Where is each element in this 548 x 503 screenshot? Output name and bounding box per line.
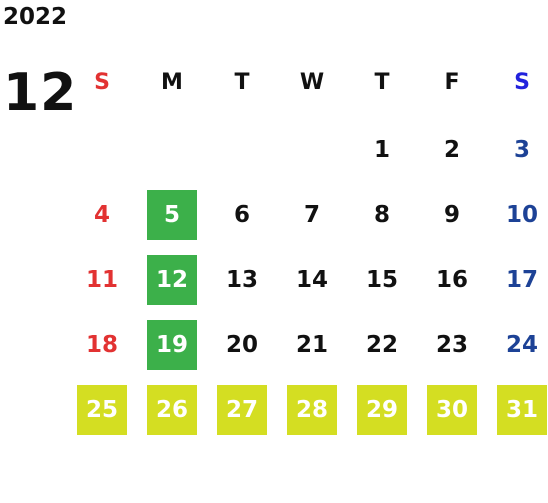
day-cell: 16 [435,267,468,293]
weekday-monday: M [161,69,183,95]
day-cell: 8 [373,202,390,228]
year-label: 2022 [3,4,68,30]
day-cell: 6 [233,202,250,228]
weekday-tuesday: T [234,69,250,95]
day-cell-highlighted: 19 [147,320,197,370]
day-cell: 2 [443,137,460,163]
day-cell-holiday: 31 [497,385,547,435]
day-cell: 21 [295,332,328,358]
day-cell-holiday: 28 [287,385,337,435]
day-cell-holiday: 27 [217,385,267,435]
day-cell: 13 [225,267,258,293]
weekday-saturday: S [514,69,530,95]
day-cell-holiday: 30 [427,385,477,435]
day-cell [217,125,267,175]
day-cell [77,125,127,175]
weekday-wednesday: W [299,69,325,95]
weekday-thursday: T [374,69,390,95]
day-cell: 7 [303,202,320,228]
day-cell [147,125,197,175]
day-cell: 17 [505,267,538,293]
day-cell: 9 [443,202,460,228]
day-cell-holiday: 25 [77,385,127,435]
day-cell: 3 [513,137,530,163]
day-cell: 24 [505,332,538,358]
weekday-friday: F [444,69,460,95]
day-cell: 18 [85,332,118,358]
month-number: 12 [3,63,78,123]
day-cell: 23 [435,332,468,358]
day-cell: 11 [85,267,118,293]
weekday-sunday: S [94,69,110,95]
day-cell-holiday: 29 [357,385,407,435]
day-cell: 22 [365,332,398,358]
day-cell: 10 [505,202,538,228]
day-cell [287,125,337,175]
day-cell-highlighted: 5 [147,190,197,240]
day-cell: 15 [365,267,398,293]
day-cell: 1 [373,137,390,163]
day-cell: 20 [225,332,258,358]
day-cell: 14 [295,267,328,293]
day-cell-holiday: 26 [147,385,197,435]
day-cell: 4 [93,202,110,228]
day-cell-highlighted: 12 [147,255,197,305]
